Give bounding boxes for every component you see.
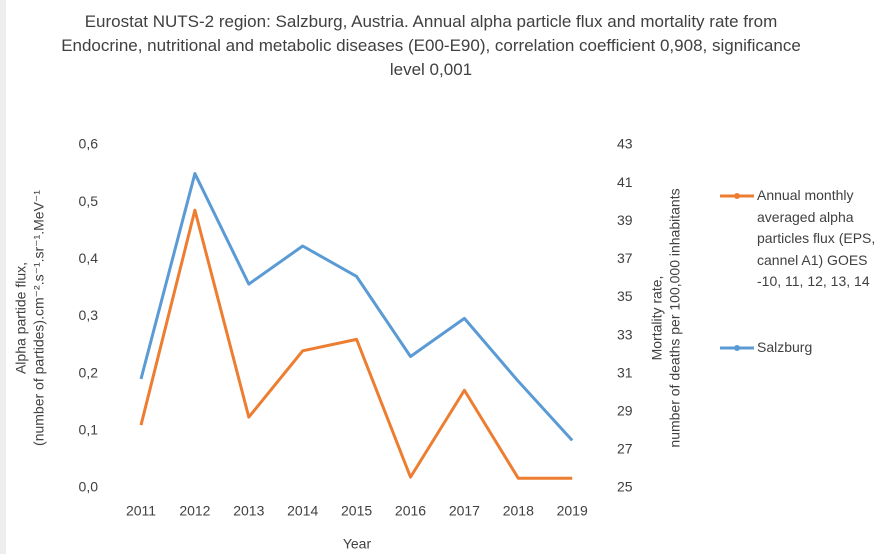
series-line bbox=[139, 208, 573, 480]
y2-tick-label: 31 bbox=[617, 364, 633, 380]
legend-label: Annual monthly averaged alpha particles … bbox=[757, 187, 876, 289]
y-tick-label: 0,2 bbox=[79, 364, 99, 380]
x-tick-label: 2019 bbox=[557, 503, 588, 519]
legend-marker bbox=[734, 193, 740, 199]
y2-tick-label: 25 bbox=[617, 479, 633, 495]
x-tick-label: 2012 bbox=[179, 503, 210, 519]
y-axis-label: Alpha partide flux, bbox=[13, 262, 29, 374]
series-line bbox=[139, 172, 574, 442]
y-tick-label: 0,0 bbox=[79, 479, 99, 495]
y2-tick-label: 27 bbox=[617, 441, 633, 457]
y-tick-label: 0,6 bbox=[79, 136, 99, 152]
y2-tick-label: 37 bbox=[617, 250, 633, 266]
y-axis-label: (number of partides).cm⁻².s⁻¹.sr⁻¹.MeV⁻¹ bbox=[31, 190, 47, 446]
y2-tick-label: 29 bbox=[617, 402, 633, 418]
x-tick-label: 2014 bbox=[287, 503, 318, 519]
x-tick-label: 2011 bbox=[126, 503, 156, 519]
y2-axis-label: number of deaths per 100,000 inhabitants bbox=[667, 188, 683, 447]
y2-tick-label: 41 bbox=[617, 174, 633, 190]
legend-marker bbox=[734, 345, 740, 351]
chart-title: Eurostat NUTS-2 region: Salzburg, Austri… bbox=[61, 12, 801, 79]
x-tick-label: 2018 bbox=[503, 503, 534, 519]
y-tick-label: 0,4 bbox=[79, 250, 99, 266]
x-axis-label: Year bbox=[343, 536, 372, 552]
x-tick-label: 2017 bbox=[449, 503, 480, 519]
y-tick-label: 0,1 bbox=[79, 422, 99, 438]
x-tick-label: 2015 bbox=[341, 503, 372, 519]
y2-tick-label: 35 bbox=[617, 288, 633, 304]
y2-tick-label: 39 bbox=[617, 212, 633, 228]
y-tick-label: 0,5 bbox=[79, 193, 99, 209]
y2-axis-label: Mortality rate, bbox=[649, 276, 665, 361]
y2-tick-label: 43 bbox=[617, 136, 633, 152]
x-tick-label: 2013 bbox=[233, 503, 264, 519]
y2-tick-label: 33 bbox=[617, 326, 633, 342]
x-tick-label: 2016 bbox=[395, 503, 426, 519]
y-tick-label: 0,3 bbox=[79, 307, 99, 323]
legend-label: Salzburg bbox=[757, 339, 813, 355]
